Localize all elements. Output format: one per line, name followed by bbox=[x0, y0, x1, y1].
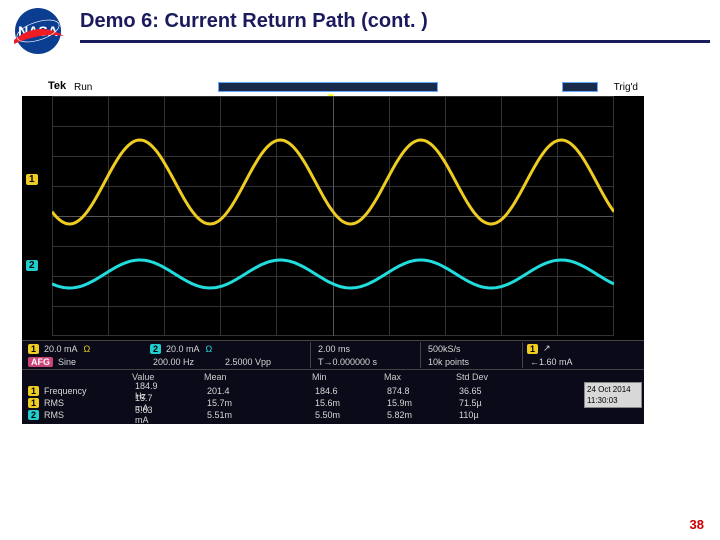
oscilloscope-screenshot: Tek Run Trig'd ▼ T 1 2 bbox=[22, 82, 644, 424]
afg-freq: 200.00 Hz bbox=[150, 357, 197, 367]
stats-max: 5.82m bbox=[384, 410, 415, 420]
trig-level: ←1.60 mA bbox=[527, 357, 576, 367]
stats-max: 874.8 bbox=[384, 386, 413, 396]
timebase: 2.00 ms bbox=[315, 344, 353, 354]
stats-min: 5.50m bbox=[312, 410, 343, 420]
slide-title: Demo 6: Current Return Path (cont. ) bbox=[80, 10, 428, 33]
stats-row-badge: 1 bbox=[28, 398, 39, 408]
nasa-logo-icon: NASA bbox=[8, 6, 68, 56]
stats-min: 184.6 bbox=[312, 386, 341, 396]
stats-mean: 5.51m bbox=[204, 410, 235, 420]
trig-slope-icon: ↗ bbox=[540, 343, 554, 354]
trig-position: T→0.000000 s bbox=[315, 357, 380, 367]
stats-row-badge: 2 bbox=[28, 410, 39, 420]
ch1-scale: 20.0 mA bbox=[41, 344, 81, 354]
timestamp-time: 11:30:03 bbox=[587, 395, 639, 406]
stats-hdr-min: Min bbox=[312, 372, 327, 382]
stats-max: 15.9m bbox=[384, 398, 415, 408]
scope-readout: 1 20.0 mA Ω 2 20.0 mA Ω 2.00 ms 500kS/s … bbox=[22, 340, 644, 424]
title-rule bbox=[80, 40, 710, 43]
stats-std: 110µ bbox=[456, 410, 482, 420]
afg-amp: 2.5000 Vpp bbox=[222, 357, 274, 367]
ch2-badge: 2 bbox=[150, 344, 161, 354]
ch2-waveform bbox=[52, 96, 614, 336]
sample-rate: 500kS/s bbox=[425, 344, 464, 354]
timestamp-box: 24 Oct 2014 11:30:03 bbox=[584, 382, 642, 408]
stats-row-badge: 1 bbox=[28, 386, 39, 396]
stats-hdr-std: Std Dev bbox=[456, 372, 488, 382]
stats-mean: 15.7m bbox=[204, 398, 235, 408]
scope-grid bbox=[52, 96, 614, 336]
scope-top-selection bbox=[218, 82, 438, 92]
stats-std: 36.65 bbox=[456, 386, 485, 396]
record-length: 10k points bbox=[425, 357, 472, 367]
stats-mean: 201.4 bbox=[204, 386, 233, 396]
timestamp-date: 24 Oct 2014 bbox=[587, 384, 639, 395]
stats-row-label: RMS bbox=[41, 398, 121, 408]
stats-min: 15.6m bbox=[312, 398, 343, 408]
stats-row: 2RMS5.63 mA5.51m5.50m5.82m110µ bbox=[28, 408, 121, 421]
stats-value: 5.63 mA bbox=[132, 405, 156, 425]
afg-badge: AFG bbox=[28, 357, 53, 367]
scope-top-box bbox=[562, 82, 598, 92]
scope-trig-state: Trig'd bbox=[614, 82, 638, 93]
ch1-badge: 1 bbox=[28, 344, 39, 354]
ch2-coupling-icon: Ω bbox=[203, 344, 216, 354]
ch2-position-label: 2 bbox=[26, 260, 38, 271]
stats-row-label: Frequency bbox=[41, 386, 121, 396]
stats-std: 71.5µ bbox=[456, 398, 485, 408]
page-number: 38 bbox=[690, 517, 704, 532]
ch2-scale: 20.0 mA bbox=[163, 344, 203, 354]
scope-brand: Tek bbox=[48, 80, 66, 92]
stats-row-label: RMS bbox=[41, 410, 121, 420]
afg-wave: Sine bbox=[55, 357, 79, 367]
trig-src-badge: 1 bbox=[527, 344, 538, 354]
ch1-coupling-icon: Ω bbox=[81, 344, 94, 354]
stats-hdr-max: Max bbox=[384, 372, 401, 382]
ch1-position-label: 1 bbox=[26, 174, 38, 185]
stats-hdr-mean: Mean bbox=[204, 372, 227, 382]
scope-run-state: Run bbox=[74, 82, 92, 93]
